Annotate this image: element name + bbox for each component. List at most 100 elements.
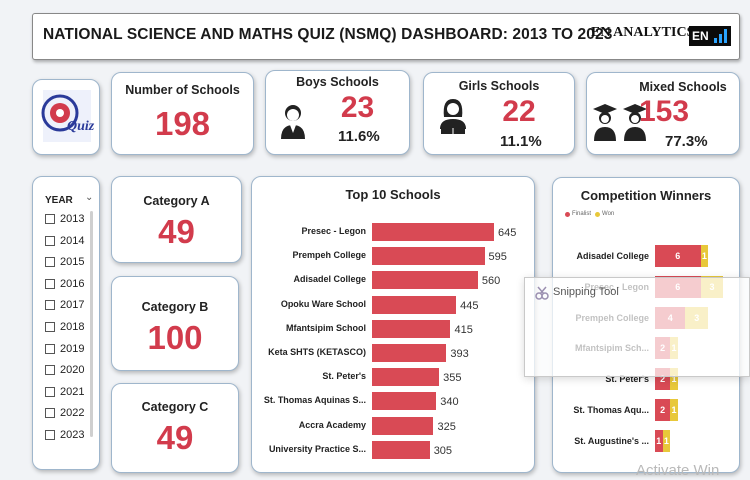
bar-value-label: 305 [433,444,453,457]
kpi-label: Number of Schools [125,83,240,97]
kpi-percentage: 11.1% [500,133,542,150]
activate-windows-watermark: Activate Win [636,462,720,479]
kpi-number-of-schools: Number of Schools 198 [111,72,254,155]
kpi-label: Girls Schools [458,79,540,93]
year-option-2023[interactable]: 2023 [45,429,84,441]
chart-legend: Finalist Won [565,211,614,217]
legend-won: Won [602,211,615,217]
bar-value-label: 445 [460,299,479,312]
kpi-value: 49 [156,419,194,456]
bar-category-label: Presec - Legon [301,226,366,236]
top-10-schools-chart: Top 10 Schools Presec - Legon 645 Prempeh … [251,176,535,473]
year-option-2015[interactable]: 2015 [45,256,84,268]
finalist-segment[interactable]: 1 [655,429,663,452]
bar-category-label: St. Peter's [605,374,649,385]
checkbox[interactable] [45,214,55,224]
nsmq-quiz-logo: Quiz [41,90,95,142]
checkbox[interactable] [45,257,55,268]
checkbox[interactable] [45,386,55,397]
year-slicer[interactable]: YEAR ⌄ 2013 2014 2015 2016 2017 2018 2019 2020 2… [32,176,100,470]
year-label: 2015 [60,256,85,269]
year-option-2016[interactable]: 2016 [45,278,84,290]
kpi-label: Category C [141,400,209,414]
bar-value-label: 355 [443,372,462,385]
bar[interactable] [372,368,440,387]
scissors-icon [535,286,549,300]
girl-student-icon [440,99,466,134]
year-option-2019[interactable]: 2019 [45,343,84,355]
kpi-value: 100 [147,319,203,356]
legend-dot-won [595,211,601,217]
year-label: 2021 [60,385,85,398]
snipping-tool-window[interactable]: Snipping Tool [524,277,750,377]
bar[interactable] [372,295,457,314]
year-label: 2020 [60,364,85,377]
bar-value-label: 393 [450,348,469,360]
kpi-category-c: Category C 49 [111,383,239,473]
bar-value-label: 595 [488,251,507,264]
legend-dot-finalist [565,211,570,217]
brand-name: EN ANALYTICS [591,25,695,40]
year-option-2020[interactable]: 2020 [45,364,84,376]
bar-category-label: Prempeh College [292,250,366,261]
year-label: 2013 [60,213,85,225]
year-label: 2018 [60,321,85,333]
bar-category-label: St. Augustine's ... [574,435,649,446]
kpi-label: Category A [143,194,210,208]
year-label: 2019 [60,342,85,355]
bar-category-label: Opoku Ware School [280,298,366,309]
finalist-segment[interactable]: 2 [655,399,671,421]
year-option-2014[interactable]: 2014 [45,235,84,247]
logo-text: Quiz [67,119,95,134]
won-segment[interactable]: 1 [670,399,678,421]
slicer-scrollbar[interactable] [90,211,93,437]
year-label: 2014 [60,234,85,247]
kpi-mixed-schools: Mixed Schools 153 77.3% [586,72,740,155]
bar-category-label: Adisadel College [576,251,649,261]
checkbox[interactable] [45,408,55,419]
bar[interactable] [372,392,437,411]
bar-category-label: St. Thomas Aqu... [573,405,649,415]
bar-category-label: Accra Academy [298,419,366,430]
year-option-2013[interactable]: 2013 [45,213,84,225]
bar-category-label: Mfantsipim School [285,322,366,333]
bar[interactable] [372,344,447,362]
dashboard-header: NATIONAL SCIENCE AND MATHS QUIZ (NSMQ) D… [32,13,740,60]
finalist-segment[interactable]: 6 [655,245,701,267]
year-label: 2017 [60,299,85,312]
won-segment[interactable]: 1 [662,429,671,452]
graduates-icon [593,104,647,141]
chart-title: Competition Winners [580,188,712,203]
chevron-down-icon[interactable]: ⌄ [85,192,94,203]
checkbox[interactable] [45,365,55,376]
bar-value-label: 415 [454,323,473,336]
year-option-2017[interactable]: 2017 [45,299,84,311]
brand-logo-text: EN [692,29,709,43]
checkbox[interactable] [45,235,55,246]
bar[interactable] [372,271,478,290]
bar[interactable] [372,416,434,435]
kpi-label: Category B [141,300,209,314]
kpi-percentage: 11.6% [338,128,380,145]
bar-chart-icon [714,29,728,43]
won-segment[interactable]: 1 [700,245,709,267]
year-option-2022[interactable]: 2022 [45,407,84,419]
bar-category-label: St. Thomas Aquinas S... [263,395,366,406]
checkbox[interactable] [45,300,55,311]
checkbox[interactable] [45,322,55,332]
year-option-2021[interactable]: 2021 [45,386,84,398]
checkbox[interactable] [45,278,55,289]
won-segment[interactable]: 1 [670,368,678,391]
kpi-label: Mixed Schools [639,80,727,94]
checkbox[interactable] [45,430,55,440]
bar-value-label: 645 [498,227,517,239]
bar[interactable] [372,247,485,266]
bar[interactable] [372,440,430,459]
kpi-value: 198 [154,105,211,142]
boy-student-icon [281,105,305,139]
bar[interactable] [372,319,451,338]
kpi-value: 22 [502,95,536,128]
year-option-2018[interactable]: 2018 [45,321,84,333]
checkbox[interactable] [45,343,55,354]
bar[interactable] [372,223,494,241]
